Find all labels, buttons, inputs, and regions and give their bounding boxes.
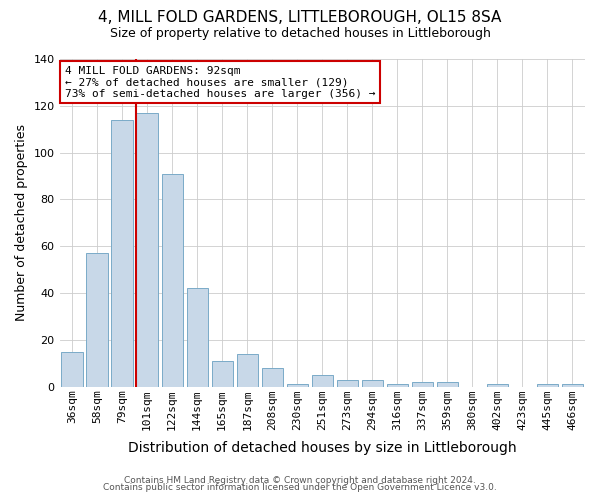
Bar [212,361,233,386]
Bar [161,174,183,386]
Bar [61,352,83,386]
Bar [311,375,333,386]
Y-axis label: Number of detached properties: Number of detached properties [15,124,28,322]
Bar [136,113,158,386]
Bar [387,384,408,386]
Bar [262,368,283,386]
Bar [362,380,383,386]
Bar [487,384,508,386]
Bar [86,253,108,386]
Text: 4, MILL FOLD GARDENS, LITTLEBOROUGH, OL15 8SA: 4, MILL FOLD GARDENS, LITTLEBOROUGH, OL1… [98,10,502,25]
Bar [187,288,208,386]
Text: 4 MILL FOLD GARDENS: 92sqm
← 27% of detached houses are smaller (129)
73% of sem: 4 MILL FOLD GARDENS: 92sqm ← 27% of deta… [65,66,375,99]
Bar [562,384,583,386]
Text: Contains public sector information licensed under the Open Government Licence v3: Contains public sector information licen… [103,484,497,492]
Bar [337,380,358,386]
Bar [412,382,433,386]
Bar [537,384,558,386]
Bar [287,384,308,386]
Bar [437,382,458,386]
Text: Size of property relative to detached houses in Littleborough: Size of property relative to detached ho… [110,28,490,40]
X-axis label: Distribution of detached houses by size in Littleborough: Distribution of detached houses by size … [128,441,517,455]
Text: Contains HM Land Registry data © Crown copyright and database right 2024.: Contains HM Land Registry data © Crown c… [124,476,476,485]
Bar [112,120,133,386]
Bar [236,354,258,386]
